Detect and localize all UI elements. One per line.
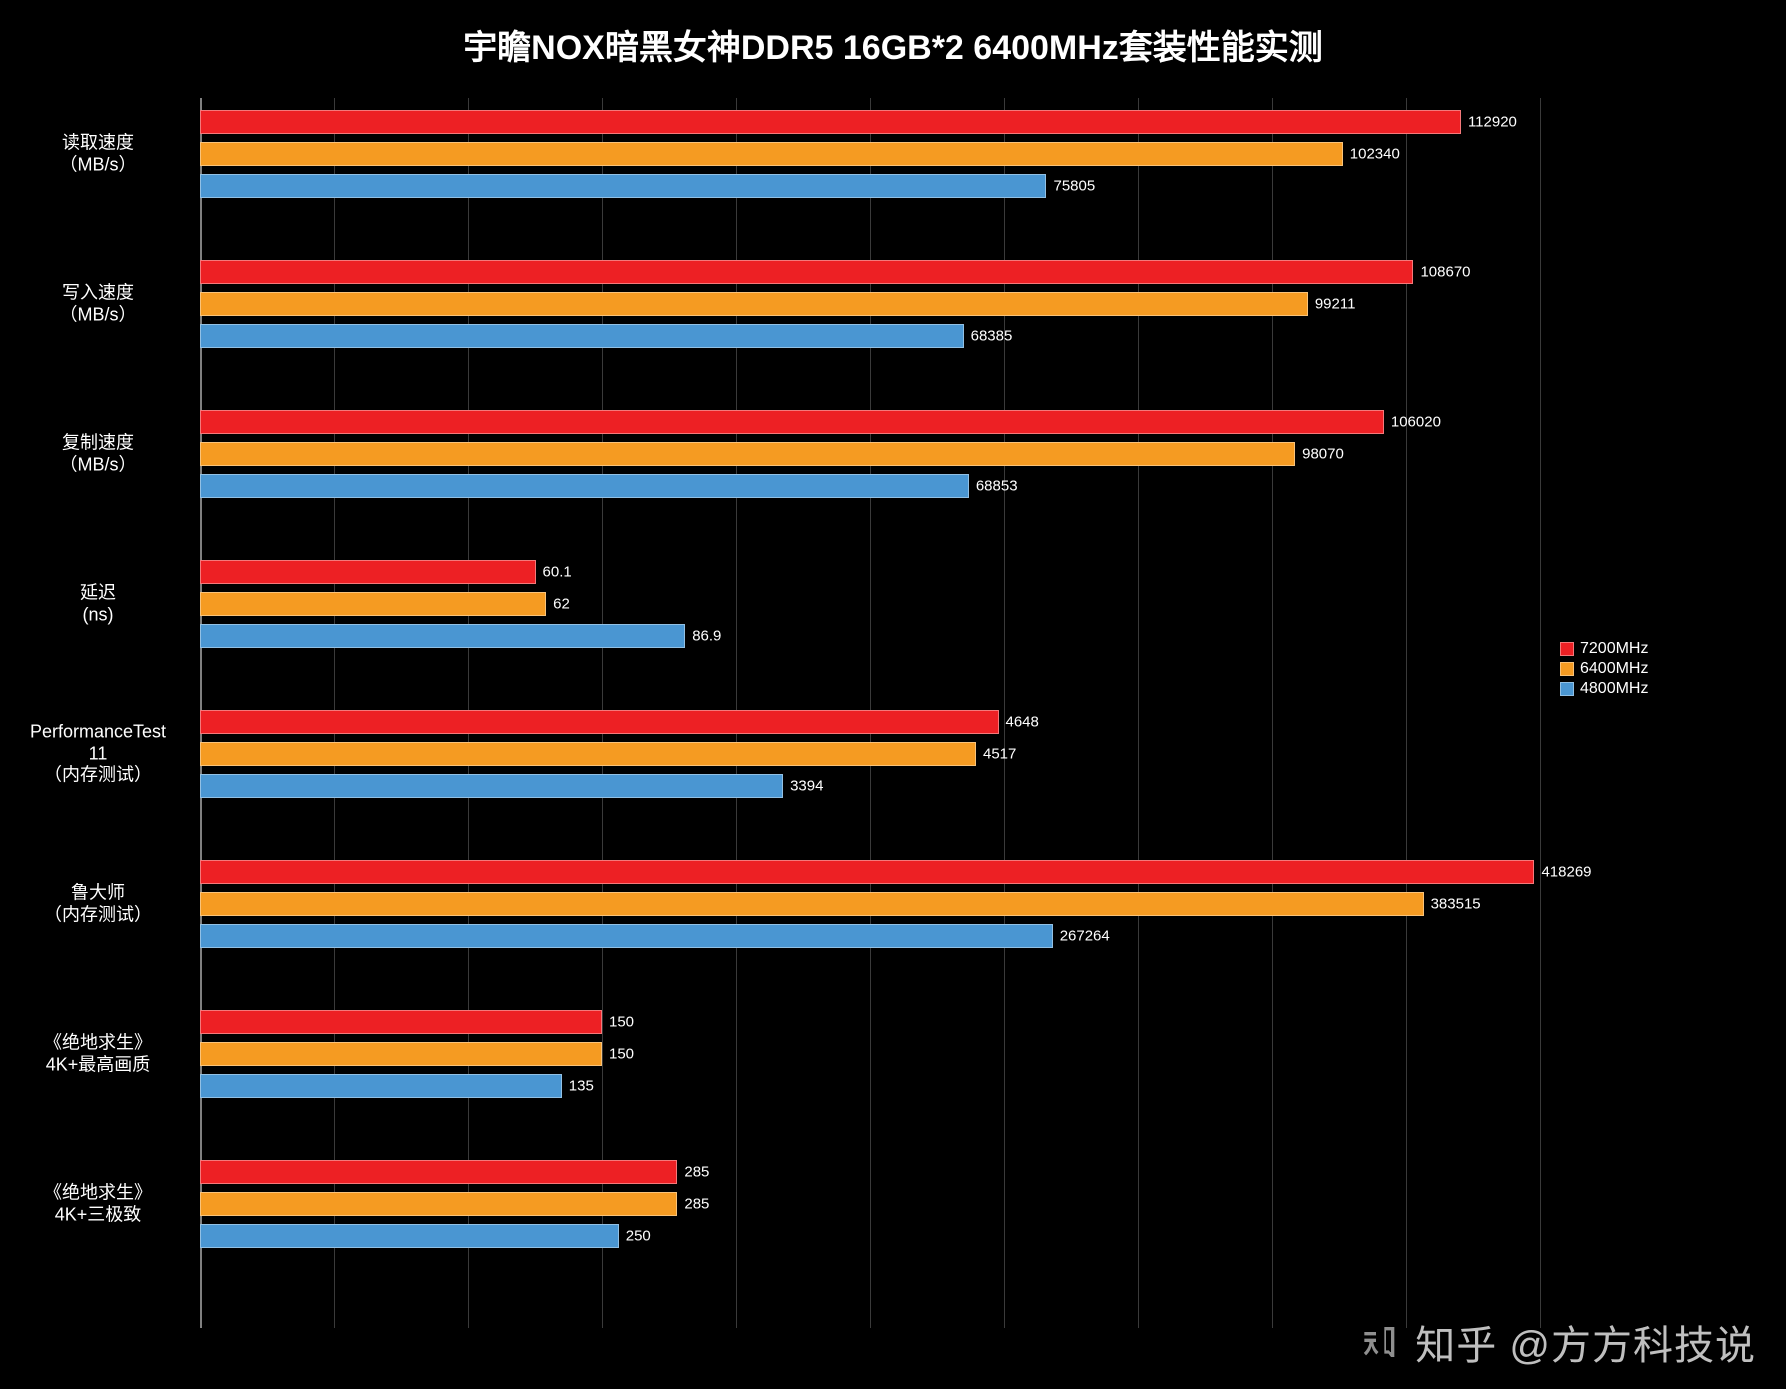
bar-value-label: 150 <box>609 1046 634 1063</box>
group-label: 读取速度 （MB/s） <box>8 132 188 175</box>
legend-label: 6400MHz <box>1580 660 1648 678</box>
legend-swatch <box>1560 682 1574 696</box>
group-label: PerformanceTest 11 （内存测试） <box>8 722 188 787</box>
bar-value-label: 4517 <box>983 746 1016 763</box>
bar-value-label: 250 <box>626 1228 651 1245</box>
bar-6400: 62 <box>200 592 546 616</box>
bar-value-label: 98070 <box>1302 446 1344 463</box>
bar-value-label: 150 <box>609 1014 634 1031</box>
group-label: 写入速度 （MB/s） <box>8 282 188 325</box>
bar-7200: 106020 <box>200 410 1384 434</box>
bar-4800: 250 <box>200 1224 619 1248</box>
bar-value-label: 86.9 <box>692 628 721 645</box>
bar-group: PerformanceTest 11 （内存测试）464845173394 <box>200 710 1540 798</box>
bar-4800: 68385 <box>200 324 964 348</box>
legend-item: 7200MHz <box>1560 640 1648 658</box>
bar-group: 复制速度 （MB/s）1060209807068853 <box>200 410 1540 498</box>
bar-7200: 285 <box>200 1160 677 1184</box>
bar-6400: 4517 <box>200 742 976 766</box>
bar-7200: 4648 <box>200 710 999 734</box>
bar-6400: 285 <box>200 1192 677 1216</box>
bar-value-label: 102340 <box>1350 146 1400 163</box>
bar-value-label: 112920 <box>1468 114 1517 131</box>
bar-value-label: 99211 <box>1315 296 1356 313</box>
bar-group: 鲁大师 （内存测试）418269383515267264 <box>200 860 1540 948</box>
bar-value-label: 108670 <box>1420 264 1470 281</box>
group-label: 鲁大师 （内存测试） <box>8 882 188 925</box>
chart-container: 宇瞻NOX暗黑女神DDR5 16GB*2 6400MHz套装性能实测 读取速度 … <box>0 0 1786 1389</box>
legend-label: 7200MHz <box>1580 640 1648 658</box>
bar-value-label: 60.1 <box>543 564 572 581</box>
watermark: 知乎 @方方科技说 <box>1361 1313 1756 1371</box>
bar-value-label: 75805 <box>1053 178 1095 195</box>
bar-group: 读取速度 （MB/s）11292010234075805 <box>200 110 1540 198</box>
bar-value-label: 383515 <box>1431 896 1481 913</box>
bar-value-label: 68385 <box>971 328 1013 345</box>
legend-swatch <box>1560 662 1574 676</box>
bar-4800: 75805 <box>200 174 1046 198</box>
bar-group: 写入速度 （MB/s）1086709921168385 <box>200 260 1540 348</box>
legend-item: 4800MHz <box>1560 680 1648 698</box>
bar-6400: 383515 <box>200 892 1424 916</box>
bar-value-label: 3394 <box>790 778 823 795</box>
bar-value-label: 285 <box>684 1196 709 1213</box>
bar-value-label: 106020 <box>1391 414 1441 431</box>
bar-group: 延迟 (ns)60.16286.9 <box>200 560 1540 648</box>
plot-area: 读取速度 （MB/s）11292010234075805写入速度 （MB/s）1… <box>200 98 1540 1328</box>
bar-4800: 68853 <box>200 474 969 498</box>
chart-title: 宇瞻NOX暗黑女神DDR5 16GB*2 6400MHz套装性能实测 <box>0 20 1786 69</box>
group-label: 复制速度 （MB/s） <box>8 432 188 475</box>
bar-value-label: 135 <box>569 1078 594 1095</box>
bar-6400: 102340 <box>200 142 1343 166</box>
bar-4800: 267264 <box>200 924 1053 948</box>
bar-value-label: 68853 <box>976 478 1018 495</box>
group-label: 《绝地求生》 4K+最高画质 <box>8 1032 188 1075</box>
bar-7200: 418269 <box>200 860 1534 884</box>
bar-value-label: 418269 <box>1541 864 1591 881</box>
bar-value-label: 4648 <box>1006 714 1039 731</box>
bar-group: 《绝地求生》 4K+三极致285285250 <box>200 1160 1540 1248</box>
legend-swatch <box>1560 642 1574 656</box>
bar-7200: 60.1 <box>200 560 536 584</box>
bar-7200: 150 <box>200 1010 602 1034</box>
bar-group: 《绝地求生》 4K+最高画质150150135 <box>200 1010 1540 1098</box>
bar-6400: 150 <box>200 1042 602 1066</box>
legend: 7200MHz 6400MHz 4800MHz <box>1560 640 1648 700</box>
legend-item: 6400MHz <box>1560 660 1648 678</box>
bar-value-label: 62 <box>553 596 570 613</box>
bar-7200: 112920 <box>200 110 1461 134</box>
gridline <box>1540 98 1541 1328</box>
bar-4800: 86.9 <box>200 624 685 648</box>
bar-6400: 98070 <box>200 442 1295 466</box>
bar-6400: 99211 <box>200 292 1308 316</box>
watermark-text: 知乎 @方方科技说 <box>1415 1313 1756 1371</box>
zhihu-icon <box>1361 1322 1401 1362</box>
bar-value-label: 285 <box>684 1164 709 1181</box>
group-label: 延迟 (ns) <box>8 582 188 625</box>
legend-label: 4800MHz <box>1580 680 1648 698</box>
group-label: 《绝地求生》 4K+三极致 <box>8 1182 188 1225</box>
bar-7200: 108670 <box>200 260 1413 284</box>
bar-value-label: 267264 <box>1060 928 1110 945</box>
bar-4800: 3394 <box>200 774 783 798</box>
bar-4800: 135 <box>200 1074 562 1098</box>
